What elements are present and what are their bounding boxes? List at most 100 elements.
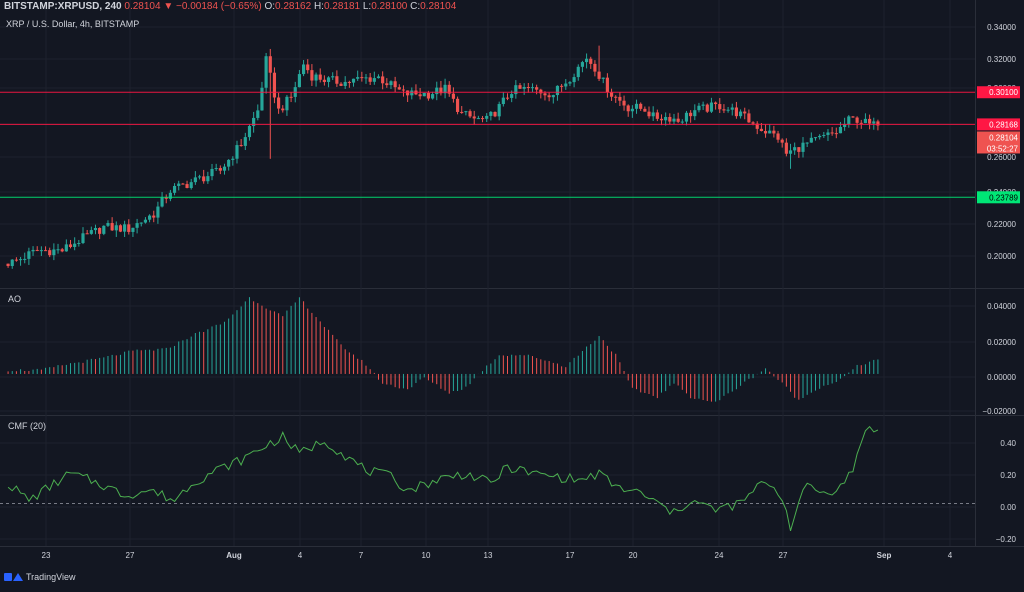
candle-body	[39, 250, 43, 252]
candle-body	[439, 87, 443, 94]
x-tick-label: 17	[566, 551, 575, 560]
candle-body	[127, 224, 131, 232]
ao-y-tick-label: 0.04000	[987, 302, 1016, 311]
level-label: 0.28168	[989, 120, 1018, 129]
candle-body	[77, 243, 81, 245]
candle-body	[339, 83, 343, 86]
candle-body	[381, 76, 385, 84]
candle-body	[56, 249, 60, 251]
candle-body	[247, 126, 252, 138]
candle-body	[368, 77, 372, 82]
high-label: H:	[313, 1, 324, 12]
candle-body	[763, 131, 768, 134]
tradingview-logo[interactable]: TradingView	[4, 572, 76, 582]
candle-body	[868, 118, 872, 124]
candle-body	[585, 58, 589, 63]
candle-body	[335, 76, 339, 84]
candle-body	[597, 71, 601, 79]
x-tick-label: Sep	[877, 551, 892, 560]
x-tick-label: 23	[42, 551, 51, 560]
candle-body	[260, 87, 264, 111]
candle-body	[18, 259, 23, 261]
symbol-name[interactable]: BITSTAMP:XRPUSD, 240	[4, 1, 122, 12]
candle-body	[718, 104, 722, 110]
price-change: −0.00184 (−0.65%)	[176, 1, 262, 12]
candle-body	[89, 230, 93, 234]
candle-body	[780, 139, 784, 143]
ao-pane-title[interactable]: AO	[8, 294, 22, 304]
candle-body	[647, 111, 651, 117]
price-y-tick-label: 0.26000	[987, 153, 1016, 162]
candle-body	[68, 244, 73, 247]
candle-body	[826, 132, 830, 135]
ao-y-tick-label: 0.02000	[987, 338, 1016, 347]
candle-body	[227, 159, 231, 167]
candle-body	[847, 116, 851, 125]
price-y-tick-label: 0.20000	[987, 252, 1016, 261]
candle-body	[855, 117, 859, 123]
level-label-box	[977, 191, 1020, 204]
candle-body	[539, 89, 543, 94]
candle-body	[389, 81, 393, 86]
last-price-value: 0.28104	[124, 1, 161, 12]
candle-body	[351, 78, 356, 83]
open-label: O:	[264, 1, 275, 12]
x-tick-label: 7	[359, 551, 364, 560]
candle-body	[689, 112, 693, 117]
close-label: C:	[410, 1, 421, 12]
candle-body	[730, 107, 734, 110]
candle-body	[264, 56, 268, 88]
candle-body	[464, 111, 468, 113]
candle-body	[668, 116, 672, 122]
candle-body	[214, 168, 218, 170]
candle-body	[418, 94, 422, 97]
candle-body	[639, 103, 643, 109]
candle-body	[593, 63, 597, 72]
candle-body	[872, 121, 876, 124]
cmf-pane-title[interactable]: CMF (20)	[8, 421, 46, 431]
x-tick-label: Aug	[226, 551, 242, 560]
candle-body	[485, 115, 489, 119]
candle-body	[626, 105, 630, 112]
candle-body	[560, 85, 564, 87]
candle-body	[693, 110, 697, 117]
x-tick-label: 27	[126, 551, 135, 560]
candle-body	[759, 128, 763, 132]
candle-body	[580, 62, 585, 67]
candle-body	[314, 74, 318, 81]
candle-body	[235, 145, 239, 159]
candle-body	[435, 87, 439, 95]
candle-body	[634, 103, 639, 109]
cmf-line	[7, 425, 879, 532]
candle-body	[156, 206, 160, 218]
candle-body	[701, 104, 705, 106]
candle-body	[743, 111, 747, 114]
candle-body	[843, 124, 847, 127]
candle-body	[422, 93, 426, 97]
candle-body	[530, 87, 535, 89]
candle-body	[609, 92, 614, 97]
candle-body	[568, 82, 572, 84]
candle-body	[863, 118, 868, 124]
candle-body	[35, 249, 39, 251]
candle-body	[522, 86, 526, 89]
high-value: 0.28181	[323, 1, 361, 12]
level-label: 0.23789	[989, 193, 1018, 202]
candle-body	[364, 77, 368, 79]
x-tick-label: 27	[779, 551, 788, 560]
candle-body	[31, 249, 35, 252]
tradingview-logo-icon	[4, 572, 23, 582]
candle-body	[239, 145, 243, 147]
candle-body	[110, 223, 114, 231]
candle-body	[547, 95, 551, 98]
candle-body	[326, 77, 331, 82]
candle-body	[772, 130, 776, 134]
candle-body	[48, 250, 52, 256]
candle-body	[285, 96, 289, 111]
candle-body	[139, 222, 143, 224]
x-tick-label: 20	[629, 551, 638, 560]
candle-body	[6, 263, 10, 267]
candle-body	[431, 94, 435, 99]
